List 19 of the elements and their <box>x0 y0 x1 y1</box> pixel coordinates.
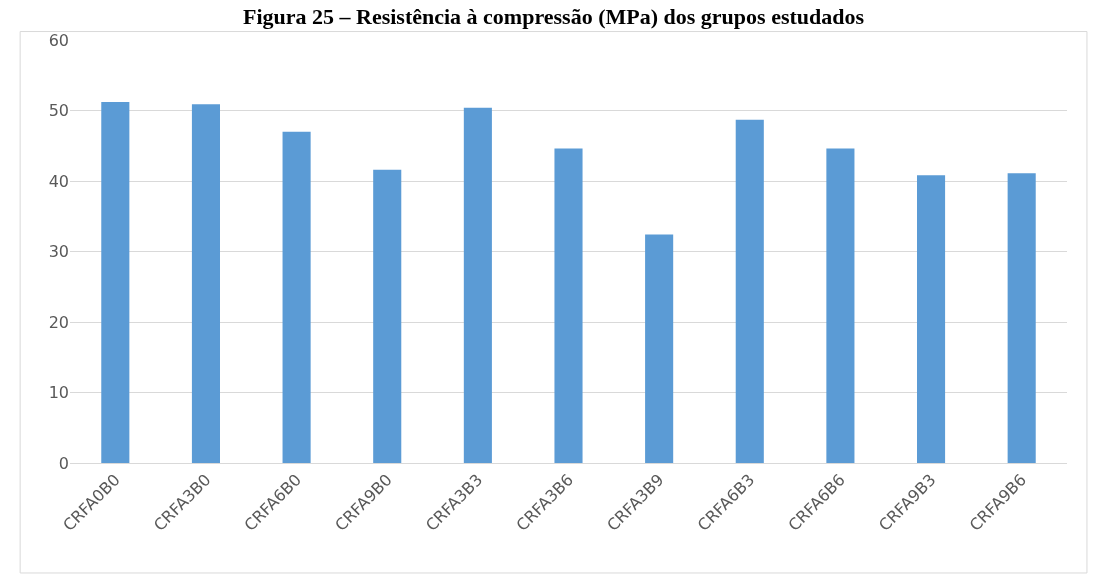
bar <box>463 107 492 463</box>
bar <box>826 148 855 463</box>
bar <box>735 119 764 463</box>
bar <box>282 131 311 463</box>
y-tick-label: 0 <box>58 453 69 473</box>
bar <box>554 148 583 463</box>
bar <box>645 234 674 463</box>
bar <box>101 102 130 463</box>
y-tick-label: 20 <box>48 312 69 332</box>
y-tick-label: 30 <box>48 242 69 262</box>
y-tick-label: 60 <box>48 30 69 50</box>
chart-title: Figura 25 – Resistência à compressão (MPa) dos grupos estudados <box>242 4 865 30</box>
bar <box>191 104 220 463</box>
bar <box>373 169 402 463</box>
y-tick-label: 50 <box>48 101 69 121</box>
y-tick-label: 10 <box>48 383 69 403</box>
bar <box>1007 173 1036 463</box>
bar <box>917 175 946 463</box>
y-tick-label: 40 <box>48 171 69 191</box>
